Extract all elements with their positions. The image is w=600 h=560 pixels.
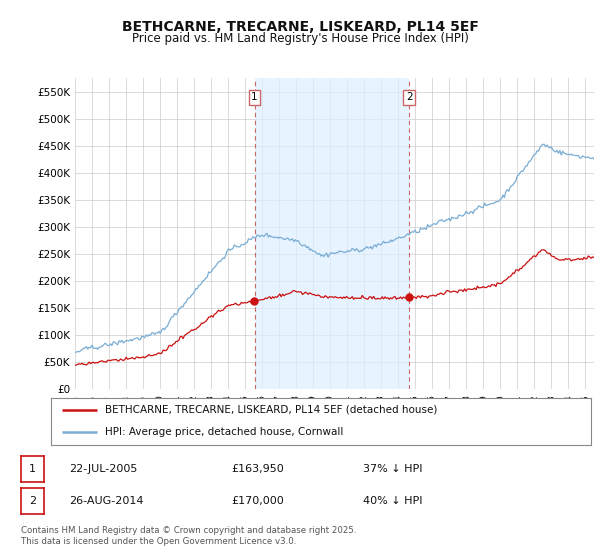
Text: Contains HM Land Registry data © Crown copyright and database right 2025.
This d: Contains HM Land Registry data © Crown c…: [21, 526, 356, 546]
Text: 2: 2: [29, 496, 36, 506]
Text: 1: 1: [251, 92, 258, 102]
Text: 1: 1: [29, 464, 36, 474]
Text: 40% ↓ HPI: 40% ↓ HPI: [363, 496, 422, 506]
Text: 2: 2: [406, 92, 413, 102]
Text: BETHCARNE, TRECARNE, LISKEARD, PL14 5EF (detached house): BETHCARNE, TRECARNE, LISKEARD, PL14 5EF …: [105, 404, 437, 414]
Text: £163,950: £163,950: [231, 464, 284, 474]
Text: 37% ↓ HPI: 37% ↓ HPI: [363, 464, 422, 474]
Text: Price paid vs. HM Land Registry's House Price Index (HPI): Price paid vs. HM Land Registry's House …: [131, 32, 469, 45]
Text: 22-JUL-2005: 22-JUL-2005: [69, 464, 137, 474]
Text: BETHCARNE, TRECARNE, LISKEARD, PL14 5EF: BETHCARNE, TRECARNE, LISKEARD, PL14 5EF: [122, 20, 478, 34]
Bar: [254, 78, 409, 389]
Text: £170,000: £170,000: [231, 496, 284, 506]
Text: 26-AUG-2014: 26-AUG-2014: [69, 496, 143, 506]
Text: HPI: Average price, detached house, Cornwall: HPI: Average price, detached house, Corn…: [105, 427, 343, 437]
